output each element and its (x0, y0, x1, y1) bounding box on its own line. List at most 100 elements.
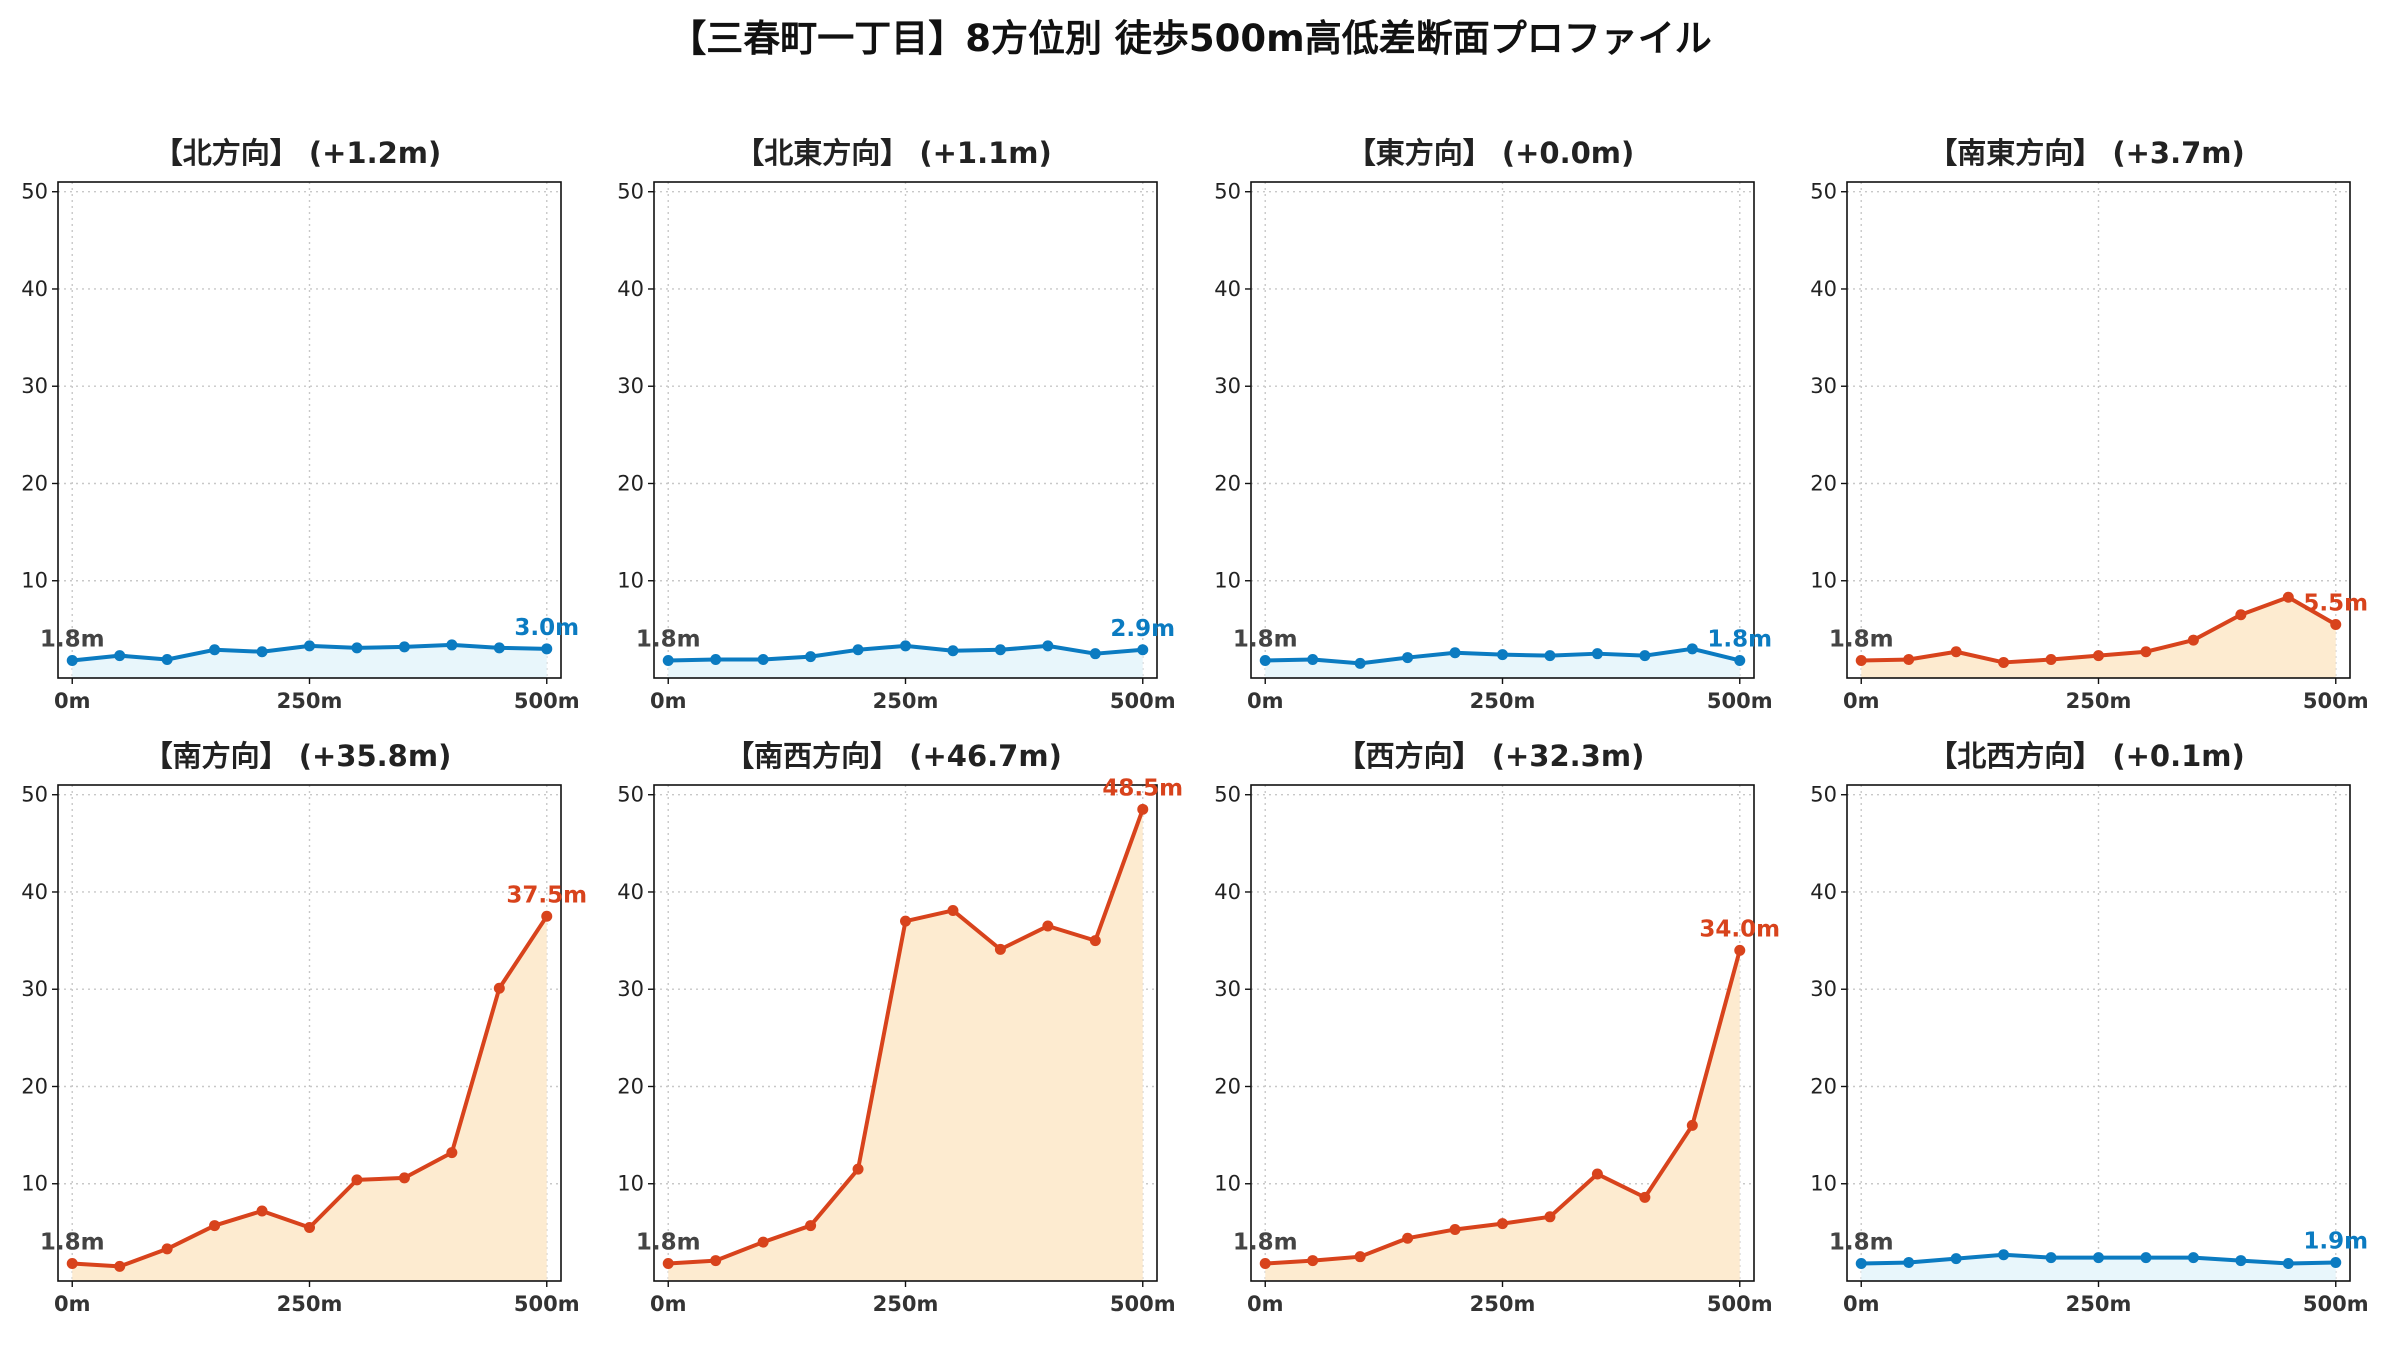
y-tick-label: 30 (1810, 374, 1837, 398)
data-point (1950, 646, 1962, 658)
data-point (2330, 1257, 2342, 1269)
data-point (256, 646, 268, 658)
x-tick-label: 500m (1110, 689, 1176, 713)
x-tick-label: 0m (1843, 689, 1880, 713)
y-tick-label: 20 (617, 1074, 644, 1098)
data-point (114, 1260, 126, 1272)
data-point (805, 1220, 817, 1232)
data-point (446, 1147, 458, 1159)
y-tick-label: 30 (1214, 374, 1241, 398)
data-point (900, 640, 911, 652)
y-tick-label: 10 (617, 569, 644, 593)
data-point (1639, 1191, 1651, 1203)
y-tick-label: 50 (21, 180, 48, 204)
x-tick-label: 250m (1470, 689, 1536, 713)
start-elevation-label: 1.8m (1233, 1229, 1298, 1255)
y-tick-label: 40 (1214, 277, 1241, 301)
data-point (900, 915, 911, 927)
y-tick-label: 40 (21, 880, 48, 904)
chart-title: 【西方向】 (+32.3m) (1336, 739, 1645, 773)
y-tick-label: 10 (617, 1172, 644, 1196)
x-tick-label: 500m (514, 1292, 580, 1316)
y-tick-label: 50 (21, 783, 48, 807)
data-point (256, 1205, 268, 1217)
data-point (1734, 944, 1746, 956)
start-elevation-label: 1.8m (636, 626, 701, 652)
data-point (757, 654, 769, 666)
y-tick-label: 10 (1810, 569, 1837, 593)
data-point (66, 654, 78, 666)
chart-title: 【東方向】 (+0.0m) (1346, 136, 1635, 170)
x-tick-label: 250m (277, 689, 343, 713)
data-point (1734, 654, 1746, 666)
y-tick-label: 20 (1214, 471, 1241, 495)
data-point (2140, 646, 2152, 658)
data-point (852, 1163, 864, 1175)
y-tick-label: 50 (617, 180, 644, 204)
y-tick-label: 50 (1810, 783, 1837, 807)
area-fill (1265, 950, 1740, 1281)
data-point (1591, 648, 1603, 660)
x-tick-label: 0m (650, 1292, 687, 1316)
area-fill (72, 916, 547, 1281)
chart-panel: 【北東方向】 (+1.1m) 10 20 30 40 50 0m 250m 500m 1.8m 2.… (596, 130, 1191, 750)
data-point (1137, 644, 1149, 656)
y-tick-label: 40 (1810, 880, 1837, 904)
start-elevation-label: 1.8m (1829, 1229, 1894, 1255)
y-tick-label: 30 (1810, 977, 1837, 1001)
end-elevation-label: 34.0m (1699, 916, 1780, 942)
data-point (446, 639, 458, 651)
data-point (2282, 1257, 2294, 1269)
x-tick-label: 0m (1247, 1292, 1284, 1316)
area-fill (668, 809, 1143, 1281)
data-point (2187, 1252, 2199, 1264)
data-point (493, 642, 505, 654)
data-point (1544, 1211, 1556, 1223)
data-point (351, 642, 363, 654)
data-point (2330, 619, 2342, 631)
figure-title: 【三春町一丁目】8方位別 徒歩500m高低差断面プロファイル (669, 17, 1712, 60)
y-tick-label: 20 (1810, 471, 1837, 495)
chart-title: 【北西方向】 (+0.1m) (1928, 739, 2245, 773)
data-point (805, 651, 817, 663)
chart-title: 【南方向】 (+35.8m) (143, 739, 452, 773)
chart-title: 【南西方向】 (+46.7m) (725, 739, 1062, 773)
x-tick-label: 250m (873, 1292, 939, 1316)
data-point (493, 982, 505, 994)
y-tick-label: 20 (21, 1074, 48, 1098)
y-tick-label: 10 (1810, 1172, 1837, 1196)
data-point (1591, 1168, 1603, 1180)
x-tick-label: 0m (54, 689, 91, 713)
y-tick-label: 50 (1214, 180, 1241, 204)
data-point (351, 1174, 363, 1186)
data-point (304, 1222, 315, 1234)
y-tick-label: 20 (617, 471, 644, 495)
data-point (209, 1220, 221, 1232)
data-point (1354, 657, 1366, 669)
start-elevation-label: 1.8m (636, 1229, 701, 1255)
data-point (209, 644, 221, 656)
x-tick-label: 0m (650, 689, 687, 713)
chart-title: 【南東方向】 (+3.7m) (1928, 136, 2245, 170)
data-point (1307, 654, 1319, 666)
y-tick-label: 40 (1214, 880, 1241, 904)
y-tick-label: 40 (617, 880, 644, 904)
y-tick-label: 30 (21, 977, 48, 1001)
data-point (1639, 650, 1651, 662)
y-tick-label: 10 (1214, 569, 1241, 593)
data-point (161, 654, 173, 666)
data-point (1497, 649, 1508, 661)
end-elevation-label: 5.5m (2303, 591, 2368, 617)
data-point (1402, 1232, 1414, 1244)
data-point (1998, 1249, 2010, 1261)
y-tick-label: 40 (617, 277, 644, 301)
y-tick-label: 40 (21, 277, 48, 301)
x-tick-label: 250m (2066, 1292, 2132, 1316)
data-point (2282, 591, 2294, 603)
data-point (994, 644, 1006, 656)
data-point (2235, 609, 2247, 621)
x-tick-label: 250m (277, 1292, 343, 1316)
data-point (1449, 647, 1461, 659)
